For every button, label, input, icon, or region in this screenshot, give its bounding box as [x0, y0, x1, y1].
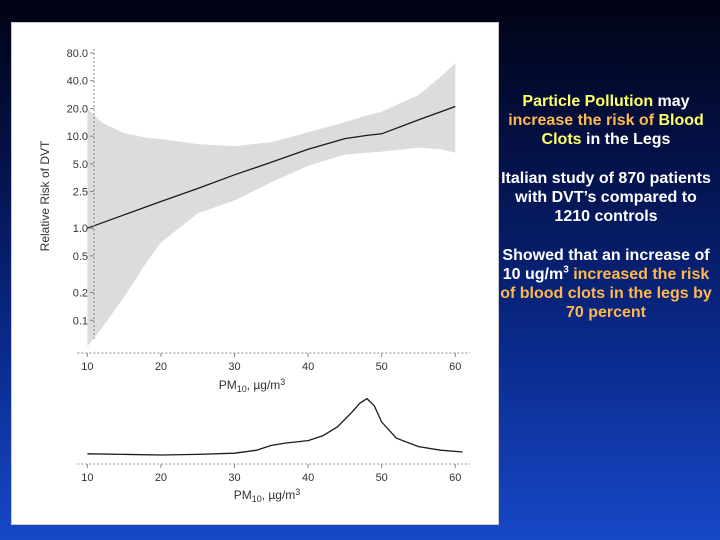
density-x-tick-label: 60 — [449, 472, 461, 484]
increase-risk-text: increase the risk of — [508, 112, 659, 129]
risk-y-tick-label: 20.0 — [67, 103, 88, 115]
in-the-legs-text: in the Legs — [581, 131, 671, 148]
density-x-axis-title: PM10, µg/m3 — [234, 487, 301, 504]
text-panel: Particle Pollution may increase the risk… — [500, 92, 712, 342]
risk-y-tick-label: 0.1 — [73, 315, 88, 327]
risk-y-tick-label: 0.5 — [73, 251, 88, 263]
risk-y-tick-label: 1.0 — [73, 223, 88, 235]
risk-x-tick-label: 40 — [302, 361, 314, 373]
risk-y-tick-label: 80.0 — [67, 48, 88, 60]
density-x-tick-label: 20 — [155, 472, 167, 484]
risk-x-tick-label: 50 — [376, 361, 388, 373]
density-x-tick-label: 40 — [302, 472, 314, 484]
finding-text-end: increased the risk of blood clots in the… — [500, 266, 712, 321]
density-chart: 10 20 30 40 50 60 PM10, µg/m3 — [77, 397, 470, 504]
risk-y-tick-label: 40.0 — [67, 76, 88, 88]
density-x-tick-label: 50 — [376, 472, 388, 484]
finding-superscript: 3 — [563, 264, 569, 276]
risk-y-tick-label: 5.0 — [73, 159, 88, 171]
risk-x-axis-title: PM10, µg/m3 — [219, 377, 286, 394]
particle-pollution-text: Particle Pollution — [522, 93, 654, 110]
headline-paragraph: Particle Pollution may increase the risk… — [500, 92, 712, 149]
finding-text-start: Showed that an increase of 10 ug/m — [502, 247, 710, 283]
density-line — [87, 397, 463, 456]
density-x-tick-label: 10 — [81, 472, 93, 484]
figure-panel: 0.1 0.2 0.5 1.0 2.5 5.0 10.0 20.0 40.0 80.0 10 20 30… — [11, 22, 499, 525]
finding-paragraph: Showed that an increase of 10 ug/m3 incr… — [500, 246, 712, 322]
confidence-band — [87, 63, 456, 347]
study-paragraph: Italian study of 870 patients with DVT’s… — [501, 170, 711, 225]
risk-chart: 0.1 0.2 0.5 1.0 2.5 5.0 10.0 20.0 40.0 80.0 10 20 30… — [38, 48, 470, 394]
chart-svg: 0.1 0.2 0.5 1.0 2.5 5.0 10.0 20.0 40.0 80.0 10 20 30… — [38, 48, 470, 504]
risk-x-tick-label: 30 — [228, 361, 240, 373]
risk-y-tick-label: 10.0 — [67, 131, 88, 143]
risk-y-tick-label: 0.2 — [73, 288, 88, 300]
density-x-tick-label: 30 — [228, 472, 240, 484]
risk-y-axis-title: Relative Risk of DVT — [38, 140, 52, 251]
risk-estimate-line — [87, 105, 456, 229]
blood-clots-text: Blood Clots — [541, 112, 704, 148]
risk-y-tick-label: 2.5 — [73, 187, 88, 199]
risk-x-tick-label: 20 — [155, 361, 167, 373]
risk-x-tick-label: 10 — [81, 361, 93, 373]
risk-x-tick-label: 60 — [449, 361, 461, 373]
may-text: may — [653, 93, 690, 110]
